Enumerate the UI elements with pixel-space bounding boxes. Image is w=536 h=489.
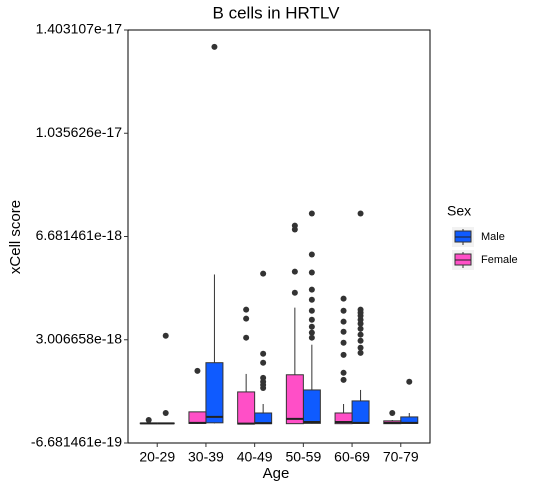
outlier bbox=[308, 269, 315, 276]
chart-title: B cells in HRTLV bbox=[213, 3, 341, 22]
box bbox=[188, 411, 207, 424]
x-tick-label: 70-79 bbox=[383, 449, 419, 465]
outlier bbox=[162, 409, 169, 416]
outlier bbox=[357, 210, 364, 217]
x-axis-label: Age bbox=[263, 465, 290, 482]
outlier bbox=[340, 307, 347, 314]
outlier bbox=[308, 307, 315, 314]
outlier bbox=[340, 369, 347, 376]
outlier bbox=[291, 222, 298, 229]
outlier bbox=[357, 337, 364, 344]
outlier bbox=[340, 351, 347, 358]
outlier bbox=[340, 328, 347, 335]
outlier bbox=[357, 306, 364, 313]
legend-title: Sex bbox=[447, 203, 471, 219]
outlier bbox=[194, 367, 201, 374]
outlier bbox=[357, 349, 364, 356]
box bbox=[334, 412, 353, 425]
box bbox=[285, 374, 304, 425]
outlier bbox=[291, 289, 298, 296]
outlier bbox=[211, 43, 218, 50]
outlier bbox=[260, 350, 267, 357]
outlier bbox=[260, 374, 267, 381]
outlier bbox=[357, 325, 364, 332]
x-tick-label: 30-39 bbox=[188, 449, 224, 465]
x-tick-label: 50-59 bbox=[285, 449, 321, 465]
outlier bbox=[308, 251, 315, 258]
outlier bbox=[308, 296, 315, 303]
outlier bbox=[357, 344, 364, 351]
box bbox=[254, 412, 273, 425]
outlier bbox=[389, 409, 396, 416]
box bbox=[205, 362, 224, 424]
x-tick-label: 40-49 bbox=[237, 449, 273, 465]
outlier bbox=[340, 376, 347, 383]
y-tick-label: -6.681461e-19 bbox=[31, 434, 122, 450]
outlier bbox=[308, 329, 315, 336]
outlier bbox=[291, 268, 298, 275]
plot-panel bbox=[127, 29, 431, 444]
legend-label: Male bbox=[481, 231, 505, 243]
y-tick-label: 6.681461e-18 bbox=[36, 227, 123, 243]
box bbox=[302, 389, 321, 424]
y-tick-label: 3.006658e-18 bbox=[36, 330, 123, 346]
outlier bbox=[243, 334, 250, 341]
outlier bbox=[260, 270, 267, 277]
outlier bbox=[308, 210, 315, 217]
outlier bbox=[308, 334, 315, 341]
outlier bbox=[308, 316, 315, 323]
outlier bbox=[260, 359, 267, 366]
legend-label: Female bbox=[481, 254, 518, 266]
outlier bbox=[357, 331, 364, 338]
outlier bbox=[406, 378, 413, 385]
outlier bbox=[308, 286, 315, 293]
x-tick-label: 20-29 bbox=[139, 449, 175, 465]
outlier bbox=[145, 417, 152, 424]
x-tick-label: 60-69 bbox=[334, 449, 370, 465]
box bbox=[237, 391, 256, 425]
box bbox=[351, 400, 370, 424]
outlier bbox=[243, 306, 250, 313]
outlier bbox=[243, 315, 250, 322]
outlier bbox=[340, 295, 347, 302]
y-axis-label: xCell score bbox=[7, 200, 24, 274]
y-tick-label: 1.403107e-17 bbox=[36, 21, 123, 37]
outlier bbox=[308, 323, 315, 330]
y-tick-label: 1.035626e-17 bbox=[36, 124, 123, 140]
outlier bbox=[340, 318, 347, 325]
outlier bbox=[162, 332, 169, 339]
outlier bbox=[340, 339, 347, 346]
